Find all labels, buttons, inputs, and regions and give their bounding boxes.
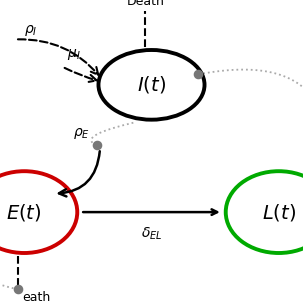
Text: $I(t)$: $I(t)$ — [137, 74, 166, 95]
Text: $\mu_I$: $\mu_I$ — [68, 47, 81, 62]
FancyArrowPatch shape — [59, 151, 100, 196]
Text: $L(t)$: $L(t)$ — [262, 201, 296, 223]
FancyArrowPatch shape — [18, 39, 98, 75]
Point — [16, 287, 21, 292]
Text: $\rho_I$: $\rho_I$ — [24, 23, 37, 38]
Text: $E(t)$: $E(t)$ — [6, 201, 42, 223]
Text: $\rho_E$: $\rho_E$ — [73, 126, 90, 141]
Text: Death: Death — [127, 0, 164, 8]
Point — [196, 72, 201, 77]
Point — [95, 143, 99, 148]
Text: eath: eath — [23, 291, 51, 303]
Text: $\delta_{EL}$: $\delta_{EL}$ — [141, 226, 162, 242]
FancyArrowPatch shape — [65, 68, 97, 82]
